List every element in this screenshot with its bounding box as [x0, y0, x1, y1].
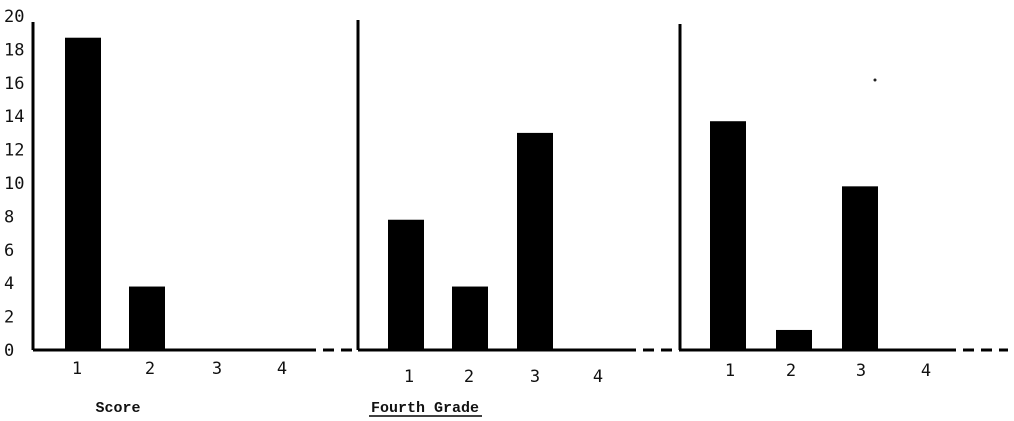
- bar-panel-3-score-1: [710, 121, 746, 351]
- bar-panel-2-score-2: [452, 286, 488, 350]
- x-tick-label: 2: [786, 361, 796, 381]
- y-axis-tick-labels: 0 2 4 6 8 10 12 14 16 18 20: [4, 7, 24, 361]
- y-tick-label: 8: [4, 207, 14, 227]
- panel-2: 1 2 3 4: [356, 20, 680, 387]
- y-tick-label: 2: [4, 308, 14, 328]
- chart-title: Fourth Grade: [371, 400, 479, 417]
- y-tick-label: 6: [4, 241, 14, 261]
- y-tick-label: 16: [4, 74, 24, 94]
- x-tick-label: 2: [464, 367, 474, 387]
- y-tick-label: 0: [4, 341, 14, 361]
- x-tick-label: 4: [277, 359, 287, 379]
- x-tick-label: 2: [145, 359, 155, 379]
- y-tick-label: 4: [4, 274, 14, 294]
- panel-3: 1 2 3 4: [678, 24, 1008, 381]
- x-tick-label: 3: [212, 359, 222, 379]
- bar-panel-3-score-3: [842, 186, 878, 350]
- y-tick-label: 10: [4, 174, 24, 194]
- bar-panel-2-score-1: [388, 219, 424, 350]
- y-tick-label: 14: [4, 107, 24, 127]
- y-tick-label: 12: [4, 141, 24, 161]
- x-tick-label: 1: [725, 361, 735, 381]
- bar-panel-3-score-2: [776, 329, 812, 350]
- x-tick-label: 1: [404, 367, 414, 387]
- x-tick-label: 3: [530, 367, 540, 387]
- y-tick-label: 18: [4, 40, 24, 60]
- x-tick-label: 1: [72, 359, 82, 379]
- x-axis-label: Score: [95, 400, 140, 417]
- bar-panel-1-score-1: [65, 37, 101, 351]
- x-tick-label: 3: [856, 361, 866, 381]
- x-tick-label: 4: [921, 361, 931, 381]
- y-tick-label: 20: [4, 7, 24, 27]
- panel-1: 1 2 3 4: [31, 22, 358, 379]
- bar-panel-1-score-2: [129, 286, 165, 350]
- speck-mark: [873, 78, 877, 82]
- bar-panel-2-score-3: [517, 132, 553, 350]
- x-tick-label: 4: [593, 367, 603, 387]
